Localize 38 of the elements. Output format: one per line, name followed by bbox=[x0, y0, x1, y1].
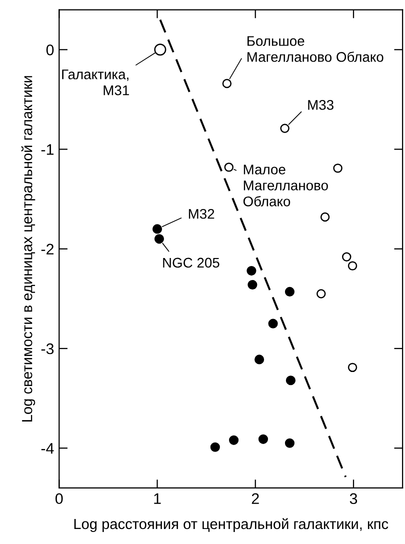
x-tick-label: 3 bbox=[350, 493, 358, 504]
point bbox=[316, 289, 326, 298]
point bbox=[154, 234, 164, 244]
annotation: Малое Магелланово Облако bbox=[243, 164, 328, 206]
y-tick-label: -4 bbox=[41, 443, 54, 454]
point bbox=[246, 266, 256, 276]
point bbox=[268, 318, 278, 328]
x-tick-label: 2 bbox=[252, 493, 259, 504]
point bbox=[286, 376, 296, 386]
annotation: M32 bbox=[188, 208, 214, 219]
y-tick-label: -1 bbox=[41, 144, 54, 155]
point bbox=[333, 164, 342, 173]
y-tick-label: -3 bbox=[41, 343, 54, 354]
point bbox=[342, 252, 352, 262]
point bbox=[229, 435, 239, 445]
point bbox=[248, 280, 258, 290]
point bbox=[222, 78, 232, 88]
annotation: Галактика, M31 bbox=[62, 70, 129, 96]
y-tick-label: -2 bbox=[41, 244, 54, 254]
x-tick-label: 0 bbox=[55, 493, 63, 504]
annotation: NGC 205 bbox=[163, 258, 220, 268]
point bbox=[152, 224, 162, 234]
point bbox=[258, 434, 268, 444]
point bbox=[210, 442, 220, 452]
point bbox=[224, 162, 234, 172]
point bbox=[254, 354, 264, 364]
annotation: Большое Магелланово Облако bbox=[248, 36, 384, 62]
point bbox=[284, 286, 295, 297]
annotation: M33 bbox=[308, 100, 334, 110]
x-axis-title: Log расстояния от центральной галактики, кпс bbox=[74, 518, 388, 532]
y-axis-title: Log светимости в единицах центральной галактики bbox=[21, 76, 36, 422]
point bbox=[348, 362, 358, 372]
point bbox=[284, 438, 295, 448]
x-tick-label: 1 bbox=[154, 493, 161, 504]
y-tick-label: 0 bbox=[46, 44, 54, 56]
point bbox=[280, 124, 290, 133]
point bbox=[348, 261, 358, 270]
point bbox=[320, 212, 330, 222]
